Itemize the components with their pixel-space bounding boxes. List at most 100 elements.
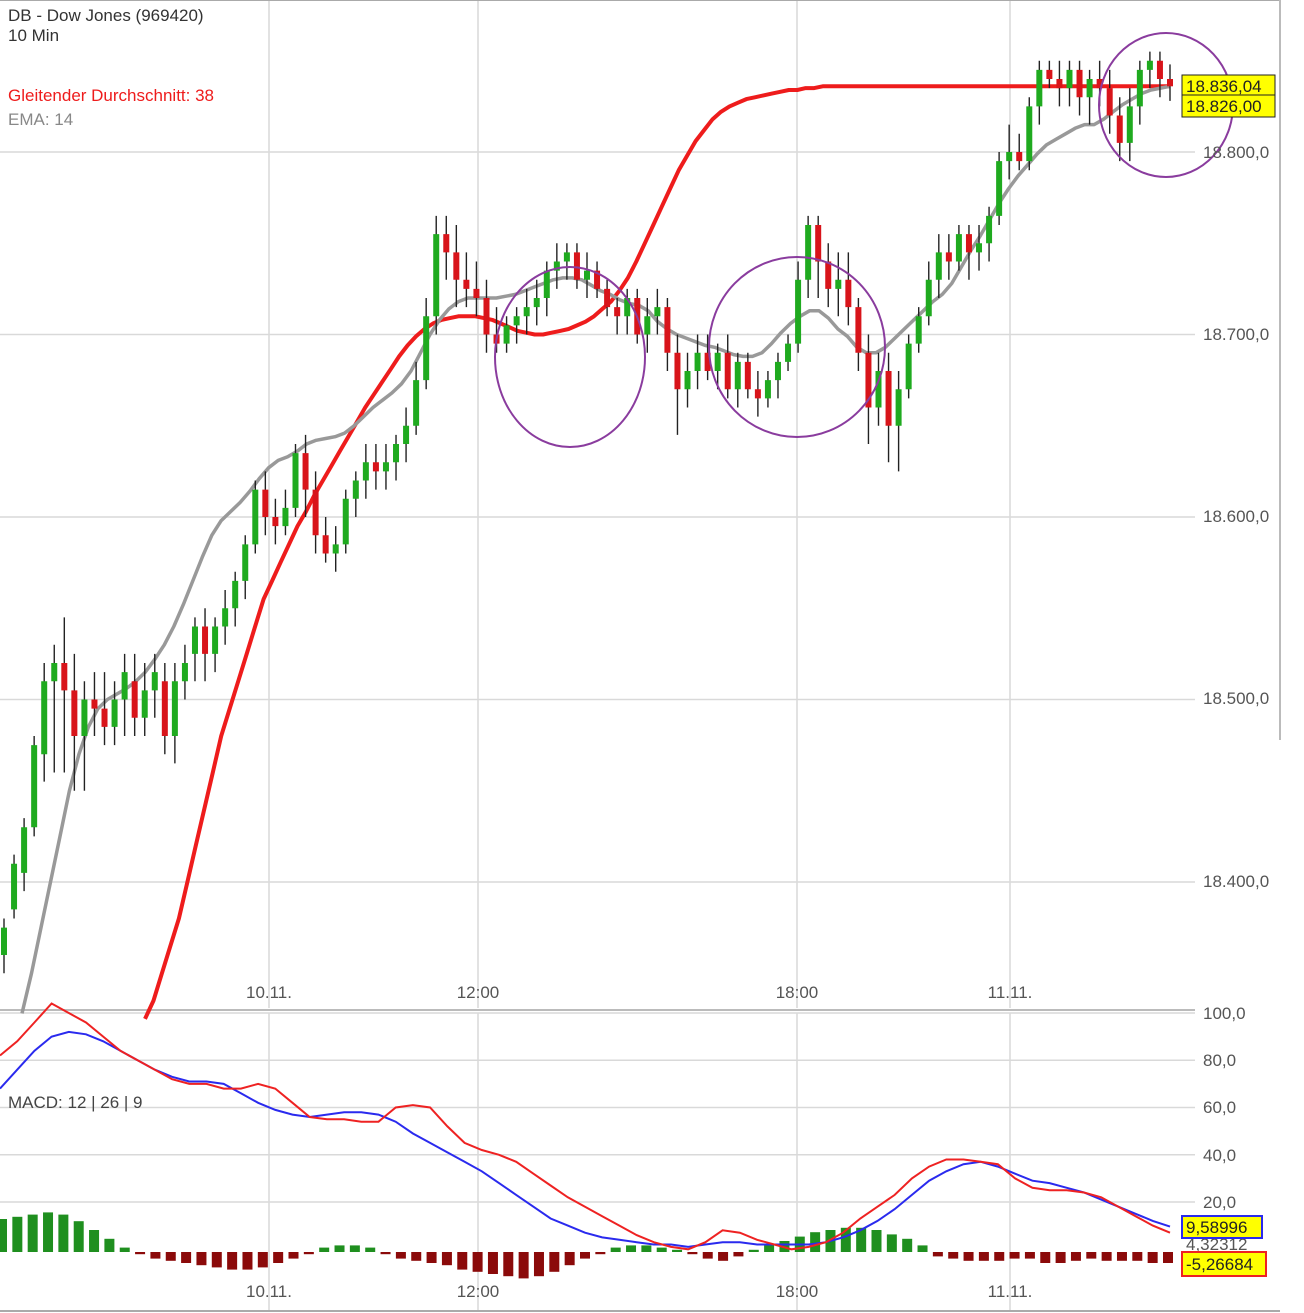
x-tick-label: 11.11. [988,983,1033,1002]
candle-down [473,288,480,298]
last-price-tags: 18.836,04 18.826,00 4,32312 9,58996 -5,2… [1181,74,1276,1277]
candle-up [543,270,550,298]
hist-bar-neg [948,1252,959,1259]
hist-bar-neg [227,1252,238,1270]
hist-bar-neg [1024,1252,1035,1259]
hist-bar-neg [595,1252,606,1255]
price-axis: 18.800,0 18.700,0 18.600,0 18.500,0 18.4… [1203,143,1269,891]
candle-down [61,663,68,691]
candle-up [433,234,440,317]
candle-up [503,325,510,344]
hist-bar-neg [1040,1252,1051,1263]
hist-bar-pos [764,1245,775,1252]
candle-down [1167,79,1173,87]
candle-up [805,225,812,280]
hist-bar-pos [334,1245,345,1252]
candle-up [212,626,219,654]
macd-tag-hidden-text: 4,32312 [1186,1235,1247,1254]
candle-down [855,307,862,353]
candle-up [955,234,962,262]
hist-bar-neg [564,1252,575,1266]
candle-down [664,307,671,353]
candle-up [352,480,359,499]
candle-up [1,927,7,955]
macd-histogram [0,1212,1173,1279]
candle-up [222,608,229,627]
candle-up [413,380,420,426]
candle-down [1116,115,1123,143]
candle-up [21,827,28,873]
candle-up [242,544,249,581]
candle-down [885,371,892,426]
candle-up [694,352,701,371]
hist-bar-neg [395,1252,406,1259]
candle-up [382,462,389,472]
hist-bar-neg [533,1252,544,1277]
hist-bar-pos [27,1214,38,1252]
x-tick-label: 12:00 [457,1282,500,1301]
candle-up [292,453,299,508]
candle-down [101,708,108,727]
price-tag-last-text: 18.826,00 [1186,97,1262,116]
price-grid [0,0,1195,1311]
candle-up [835,279,842,289]
hist-bar-neg [1101,1252,1112,1261]
candle-up [523,307,530,317]
chart-interval: 10 Min [8,26,59,45]
candle-up [1026,106,1033,162]
candle-up [11,863,18,910]
annotation-circle-2 [708,256,886,438]
hist-bar-pos [73,1221,84,1252]
hist-bar-neg [1009,1252,1020,1259]
hist-bar-neg [211,1252,222,1268]
candle-up [171,681,178,736]
candle-down [865,352,872,408]
hist-bar-pos [58,1214,69,1252]
hist-bar-neg [181,1252,192,1263]
hist-bar-pos [656,1247,667,1252]
hist-bar-neg [1055,1252,1066,1263]
hist-bar-neg [1163,1252,1173,1263]
candle-up [252,489,259,545]
candle-up [533,298,540,308]
candle-down [945,252,952,262]
chart-header: DB - Dow Jones (969420) 10 Min Gleitende… [8,6,214,1112]
candle-down [1076,69,1083,98]
hist-bar-neg [196,1252,207,1266]
candle-up [1126,106,1133,143]
candle-up [905,343,912,390]
candle-up [624,298,631,317]
hist-bar-neg [472,1252,483,1272]
hist-bar-pos [365,1247,376,1252]
hist-bar-neg [1086,1252,1097,1259]
signal-line [0,1030,1171,1248]
hist-bar-pos [641,1245,652,1252]
candle-up [81,699,88,736]
candle-down [965,234,972,253]
candle-down [202,626,209,654]
candle-down [131,681,138,718]
candle-up [1036,69,1043,107]
hist-bar-neg [257,1252,268,1268]
candle-up [151,672,158,691]
candle-down [1046,69,1053,79]
hist-bar-neg [718,1252,729,1261]
candle-down [674,352,681,390]
candle-up [584,270,590,280]
candle-down [372,462,379,472]
hist-bar-pos [104,1238,115,1252]
y-tick-label: 18.500,0 [1203,689,1269,708]
hist-bar-neg [165,1252,176,1261]
candle-up [362,462,369,481]
candle-up [282,507,289,527]
candle-down [845,279,852,308]
candle-up [513,316,520,326]
hist-bar-neg [411,1252,422,1261]
hist-bar-pos [810,1232,821,1252]
hist-bar-neg [426,1252,437,1263]
candle-down [744,361,751,390]
candle-up [915,316,922,344]
hist-bar-neg [994,1252,1005,1261]
hist-bar-neg [518,1252,529,1279]
candle-up [111,699,118,727]
